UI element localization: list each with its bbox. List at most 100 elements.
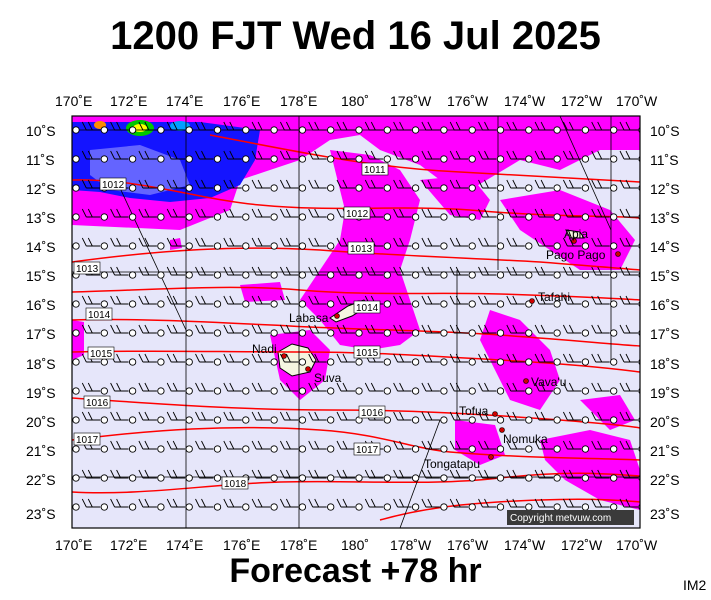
wind-barb bbox=[166, 469, 193, 482]
wind-barb bbox=[251, 353, 278, 366]
wind-barb bbox=[336, 179, 363, 192]
tofua-marker bbox=[492, 411, 498, 417]
wind-barb bbox=[562, 411, 590, 424]
wind-barb bbox=[421, 353, 448, 366]
wind-barb bbox=[562, 382, 590, 395]
wind-barb bbox=[421, 208, 448, 221]
wind-barb bbox=[393, 324, 420, 337]
wind-barb bbox=[506, 121, 533, 134]
wind-barb bbox=[166, 440, 193, 453]
wind-barb bbox=[364, 498, 391, 511]
wind-barb bbox=[110, 498, 137, 511]
wind-barb bbox=[364, 179, 391, 192]
wind-barb bbox=[421, 121, 448, 134]
wind-barb bbox=[308, 121, 335, 134]
wind-barb bbox=[251, 498, 278, 511]
wind-barb bbox=[279, 498, 307, 511]
lat-label-left: 23˚S bbox=[26, 506, 56, 522]
wind-barb bbox=[72, 155, 80, 163]
lat-label-left: 11˚S bbox=[26, 152, 55, 168]
wind-barb bbox=[223, 353, 250, 366]
tongatapu-marker bbox=[488, 454, 494, 460]
wind-barb bbox=[421, 237, 448, 250]
wind-barb bbox=[591, 295, 618, 308]
wind-barb bbox=[534, 266, 561, 279]
wind-barb bbox=[223, 440, 250, 453]
wind-barb bbox=[421, 266, 448, 279]
wind-barb bbox=[591, 382, 618, 395]
nadi-marker bbox=[281, 353, 287, 359]
wind-barb bbox=[421, 382, 448, 395]
wind-barb bbox=[421, 440, 448, 453]
lat-label-right: 17˚S bbox=[650, 326, 680, 342]
wind-barb bbox=[421, 324, 448, 337]
wind-barb bbox=[166, 237, 193, 250]
wind-barb bbox=[506, 440, 533, 453]
wind-barb bbox=[166, 295, 193, 308]
wind-barb bbox=[308, 266, 335, 279]
wind-barb bbox=[110, 469, 137, 482]
wind-barb bbox=[364, 237, 391, 250]
wind-barb bbox=[110, 150, 137, 163]
wind-barb bbox=[591, 208, 618, 221]
wind-barb bbox=[308, 498, 335, 511]
wind-barb bbox=[364, 150, 391, 163]
wind-barb bbox=[506, 469, 533, 482]
wind-barb bbox=[195, 498, 222, 511]
suva-marker bbox=[305, 366, 311, 372]
wind-barb bbox=[393, 150, 420, 163]
wind-barb bbox=[619, 295, 640, 308]
wind-barb bbox=[251, 382, 278, 395]
wind-barb bbox=[534, 295, 561, 308]
lat-label-right: 20˚S bbox=[650, 414, 680, 430]
wind-barb bbox=[308, 382, 335, 395]
wind-barb bbox=[166, 179, 193, 192]
wind-barb bbox=[562, 440, 590, 453]
wind-barb bbox=[591, 498, 618, 511]
wind-barb bbox=[308, 208, 335, 221]
wind-barb bbox=[81, 353, 108, 366]
wind-barb bbox=[421, 411, 448, 424]
wind-barb bbox=[166, 382, 193, 395]
isobar-label: 1015 bbox=[90, 349, 113, 360]
wind-barb bbox=[138, 324, 165, 337]
lat-label-right: 22˚S bbox=[650, 472, 680, 488]
wind-barb bbox=[308, 324, 335, 337]
wind-barb bbox=[336, 150, 363, 163]
lon-label-top: 180˚ bbox=[341, 93, 369, 109]
wind-barb bbox=[336, 382, 363, 395]
wind-barb bbox=[562, 469, 590, 482]
wind-barb bbox=[72, 329, 80, 337]
wind-barb bbox=[195, 150, 222, 163]
wind-barb bbox=[223, 324, 250, 337]
wind-barb bbox=[478, 208, 505, 221]
wind-barb bbox=[449, 179, 476, 192]
forecast-label: Forecast +78 hr bbox=[229, 552, 482, 590]
wind-barb bbox=[138, 237, 165, 250]
wind-barb bbox=[449, 121, 476, 134]
wind-barb bbox=[81, 150, 108, 163]
wind-barb bbox=[393, 382, 420, 395]
wind-barb bbox=[478, 382, 505, 395]
wind-barb bbox=[138, 411, 165, 424]
isobar-label: 1016 bbox=[86, 398, 109, 409]
wind-barb bbox=[478, 411, 505, 424]
longitude-labels-top: 170˚E 172˚E 174˚E 176˚E 178˚E 180˚ 178˚W… bbox=[55, 93, 658, 109]
isobar-label: 1014 bbox=[88, 310, 111, 321]
wind-barb bbox=[251, 440, 278, 453]
lat-label-left: 19˚S bbox=[26, 385, 56, 401]
lon-label-top: 170˚E bbox=[55, 93, 92, 109]
lon-label-bottom: 174˚E bbox=[166, 537, 203, 553]
wind-barb bbox=[279, 150, 307, 163]
wind-barb bbox=[562, 179, 590, 192]
wind-barb bbox=[223, 208, 250, 221]
lon-label-bottom: 170˚E bbox=[55, 537, 92, 553]
wind-barb bbox=[591, 266, 618, 279]
wind-barb bbox=[195, 469, 222, 482]
place-labels: Apia Pago Pago Tafahi Labasa Nadi Suva V… bbox=[252, 227, 606, 471]
wind-barb bbox=[364, 324, 391, 337]
chart-title: 1200 FJT Wed 16 Jul 2025 bbox=[110, 14, 601, 58]
lat-label-right: 11˚S bbox=[650, 152, 679, 168]
wind-barb bbox=[138, 440, 165, 453]
